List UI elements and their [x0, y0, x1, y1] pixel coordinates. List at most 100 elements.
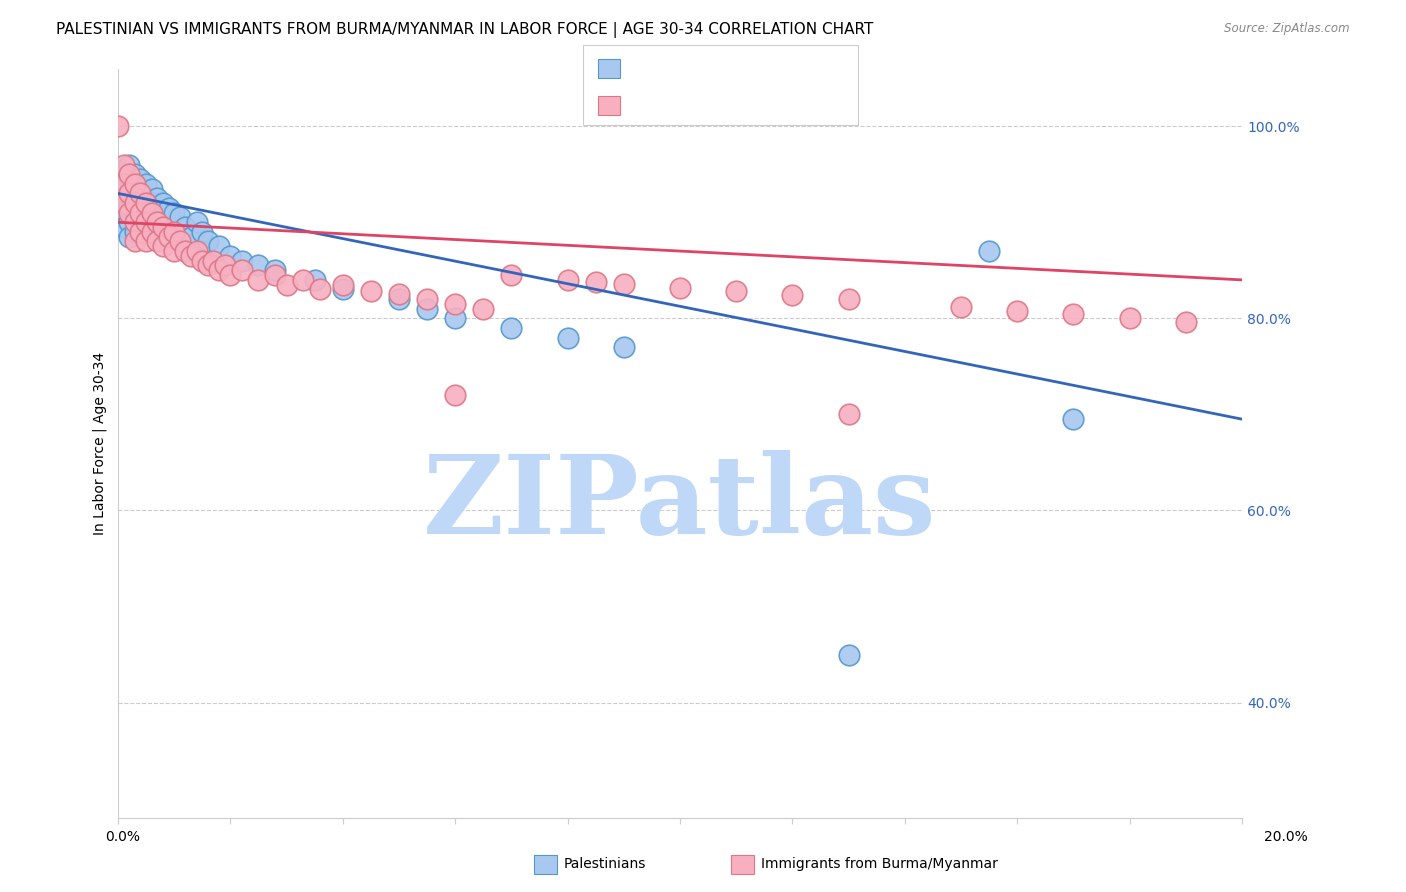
Point [264, 268, 287, 282]
Point [141, 225, 163, 239]
Point [129, 172, 152, 186]
Point [725, 285, 748, 299]
Point [169, 235, 191, 249]
Point [197, 259, 219, 273]
Text: Source: ZipAtlas.com: Source: ZipAtlas.com [1225, 22, 1350, 36]
Point [124, 211, 146, 225]
Point [112, 196, 135, 211]
Point [782, 288, 804, 302]
Point [231, 263, 253, 277]
Point [264, 263, 287, 277]
Text: PALESTINIAN VS IMMIGRANTS FROM BURMA/MYANMAR IN LABOR FORCE | AGE 30-34 CORRELAT: PALESTINIAN VS IMMIGRANTS FROM BURMA/MYA… [56, 22, 873, 38]
Point [124, 215, 146, 229]
Point [152, 220, 174, 235]
Point [501, 268, 523, 282]
Point [118, 205, 141, 219]
Point [152, 215, 174, 229]
Point [174, 220, 197, 235]
Point [118, 172, 141, 186]
Point [112, 177, 135, 191]
Point [141, 211, 163, 225]
Point [118, 201, 141, 215]
Point [124, 196, 146, 211]
Point [124, 177, 146, 191]
Point [444, 297, 467, 311]
Point [838, 648, 860, 662]
Point [838, 408, 860, 422]
Point [388, 292, 411, 306]
Point [118, 186, 141, 201]
Point [169, 211, 191, 225]
Text: R =: R = [631, 99, 661, 112]
Point [180, 229, 202, 244]
Point [1063, 412, 1085, 426]
Point [112, 177, 135, 191]
Y-axis label: In Labor Force | Age 30-34: In Labor Force | Age 30-34 [93, 351, 107, 535]
Point [669, 280, 692, 294]
Point [129, 201, 152, 215]
Text: Immigrants from Burma/Myanmar: Immigrants from Burma/Myanmar [761, 857, 997, 871]
Point [124, 196, 146, 211]
Point [950, 300, 973, 314]
Point [557, 273, 579, 287]
Point [444, 311, 467, 326]
Point [219, 268, 242, 282]
Point [360, 285, 382, 299]
Text: 20.0%: 20.0% [1264, 830, 1308, 844]
Text: N = 63: N = 63 [735, 99, 793, 112]
Point [416, 292, 439, 306]
Point [135, 235, 157, 249]
Point [112, 220, 135, 235]
Point [214, 259, 236, 273]
Point [152, 196, 174, 211]
Point [124, 167, 146, 181]
Point [135, 205, 157, 219]
Point [585, 275, 607, 289]
Point [135, 191, 157, 205]
Point [979, 244, 1001, 258]
Text: Palestinians: Palestinians [564, 857, 647, 871]
Point [332, 283, 354, 297]
Point [197, 235, 219, 249]
Point [124, 225, 146, 239]
Text: -0.348: -0.348 [665, 63, 714, 78]
Point [208, 263, 231, 277]
Point [231, 253, 253, 268]
Point [163, 205, 186, 219]
Point [107, 205, 129, 219]
Point [157, 229, 180, 244]
Point [202, 253, 225, 268]
Point [186, 215, 208, 229]
Point [129, 186, 152, 201]
Point [118, 186, 141, 201]
Point [219, 249, 242, 263]
Point [129, 215, 152, 229]
Point [163, 225, 186, 239]
Point [135, 196, 157, 211]
Point [332, 277, 354, 292]
Point [292, 273, 315, 287]
Point [112, 158, 135, 172]
Point [613, 340, 636, 354]
Point [557, 330, 579, 344]
Point [112, 205, 135, 219]
Text: -0.102: -0.102 [665, 99, 714, 112]
Point [163, 225, 186, 239]
Point [146, 235, 169, 249]
Point [247, 273, 270, 287]
Point [112, 162, 135, 177]
Point [146, 191, 169, 205]
Point [309, 283, 332, 297]
Point [157, 201, 180, 215]
Point [472, 301, 495, 316]
Point [112, 191, 135, 205]
Point [124, 235, 146, 249]
Point [838, 292, 860, 306]
Point [118, 215, 141, 229]
Point [135, 177, 157, 191]
Point [129, 225, 152, 239]
Point [146, 205, 169, 219]
Text: R =: R = [631, 63, 661, 78]
Point [129, 205, 152, 219]
Text: 0.0%: 0.0% [105, 830, 141, 844]
